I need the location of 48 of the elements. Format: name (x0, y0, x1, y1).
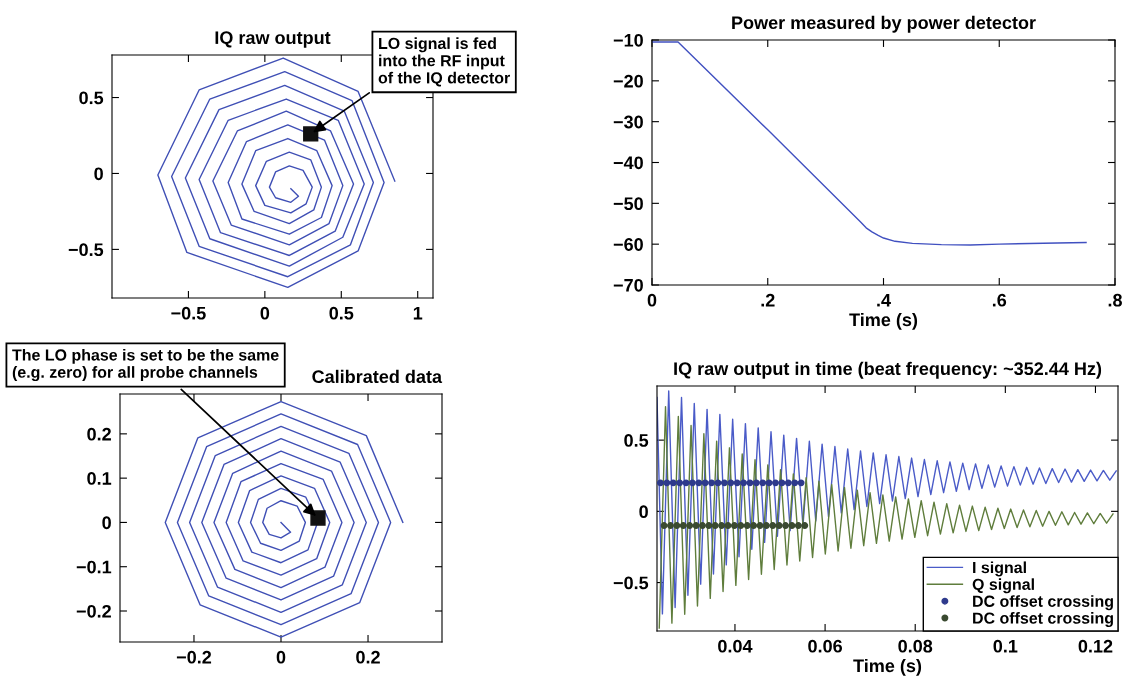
line-series (164, 400, 404, 638)
line-series (652, 41, 1087, 246)
x-tick-label: 0 (260, 306, 270, 320)
x-axis-title: Time (s) (853, 658, 922, 676)
chart-title: IQ raw output in time (beat frequency: ~352.44 Hz) (674, 361, 1102, 379)
y-tick-label: −40 (613, 156, 643, 170)
y-tick-label: −0.5 (68, 243, 104, 257)
y-tick-label: −0.1 (76, 560, 112, 574)
x-tick-label: −0.5 (171, 306, 206, 320)
y-tick-label: 0.5 (79, 91, 104, 105)
y-tick-label: 0.5 (624, 434, 649, 447)
chart-title: Power measured by power detector (732, 15, 1036, 33)
x-tick-label: −0.2 (176, 650, 212, 664)
x-tick-label: .2 (761, 293, 775, 307)
x-tick-label: 0 (276, 650, 286, 664)
y-tick-label: 0 (639, 505, 648, 519)
x-tick-label: 0.1 (993, 639, 1018, 653)
x-tick-label: 0.5 (329, 306, 354, 320)
y-tick-label: 0 (102, 516, 111, 530)
x-tick-label: 1 (413, 307, 423, 320)
legend-label: DC offset crossing (973, 612, 1113, 628)
annotation: LO signal is fed into the RF input of the IQ detector (378, 37, 510, 87)
x-tick-label: 0.2 (356, 650, 380, 664)
y-tick-label: 0 (94, 167, 103, 181)
y-tick-label: 0.1 (87, 472, 112, 485)
x-tick-label: 0.12 (1078, 639, 1113, 653)
y-tick-label: −0.2 (76, 604, 111, 618)
legend-label: I signal (973, 561, 1026, 577)
y-tick-label: 0.2 (87, 427, 111, 441)
y-tick-label: −50 (613, 197, 643, 211)
x-tick-label: 0.06 (808, 639, 843, 653)
x-tick-label: .8 (1108, 293, 1122, 307)
chart-title: IQ raw output (215, 31, 331, 48)
y-tick-label: −30 (613, 115, 643, 129)
legend-label: DC offset crossing (973, 595, 1113, 611)
y-tick-label: −10 (613, 33, 643, 47)
y-tick-label: −60 (613, 238, 643, 251)
x-tick-label: .6 (992, 293, 1007, 307)
legend-label: Q signal (972, 578, 1034, 594)
chart-title: Calibrated data (312, 369, 443, 384)
x-axis-title: Time (s) (849, 312, 918, 330)
x-tick-label: 0.08 (898, 639, 933, 653)
y-tick-label: −0.5 (613, 576, 649, 590)
annotation: The LO phase is set to be the same (e.g. zero) for all probe channels (12, 348, 279, 382)
x-tick-label: 0.04 (718, 639, 753, 653)
x-tick-label: .4 (877, 294, 891, 307)
y-tick-label: −70 (613, 278, 643, 292)
y-tick-label: −20 (613, 74, 643, 88)
